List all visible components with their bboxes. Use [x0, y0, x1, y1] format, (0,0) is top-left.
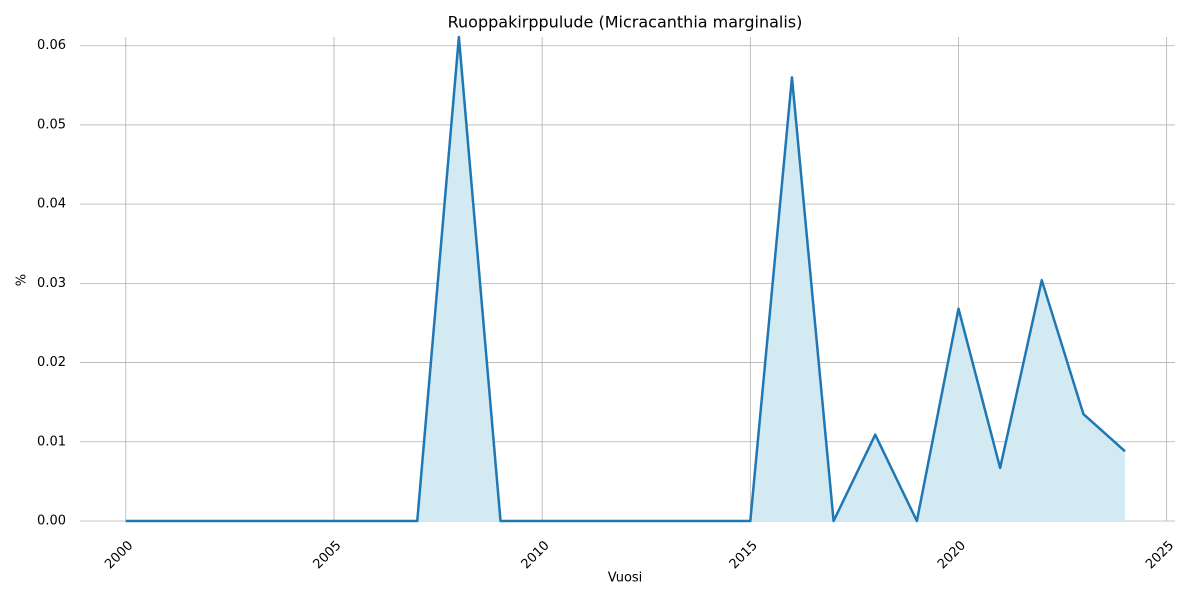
x-tick-label: 2005 — [310, 538, 344, 572]
x-tick-label: 2010 — [519, 538, 553, 572]
x-tick-label: 2025 — [1143, 538, 1177, 572]
area-fill — [125, 37, 1126, 521]
y-axis-label: % — [15, 274, 30, 286]
y-tick-label: 0.02 — [37, 355, 66, 370]
y-tick-label: 0.05 — [37, 117, 66, 132]
x-tick-label: 2000 — [102, 538, 136, 572]
y-tick-label: 0.00 — [37, 514, 66, 529]
y-tick-label: 0.01 — [37, 434, 66, 449]
chart-title: Ruoppakirppulude (Micracanthia marginali… — [448, 13, 803, 32]
y-tick-label: 0.04 — [37, 197, 66, 212]
x-axis-label: Vuosi — [608, 571, 643, 586]
x-tick-label: 2020 — [935, 538, 969, 572]
y-tick-label: 0.06 — [37, 38, 66, 53]
y-tick-label: 0.03 — [37, 276, 66, 291]
x-tick-label: 2015 — [727, 538, 761, 572]
line — [125, 35, 1126, 523]
